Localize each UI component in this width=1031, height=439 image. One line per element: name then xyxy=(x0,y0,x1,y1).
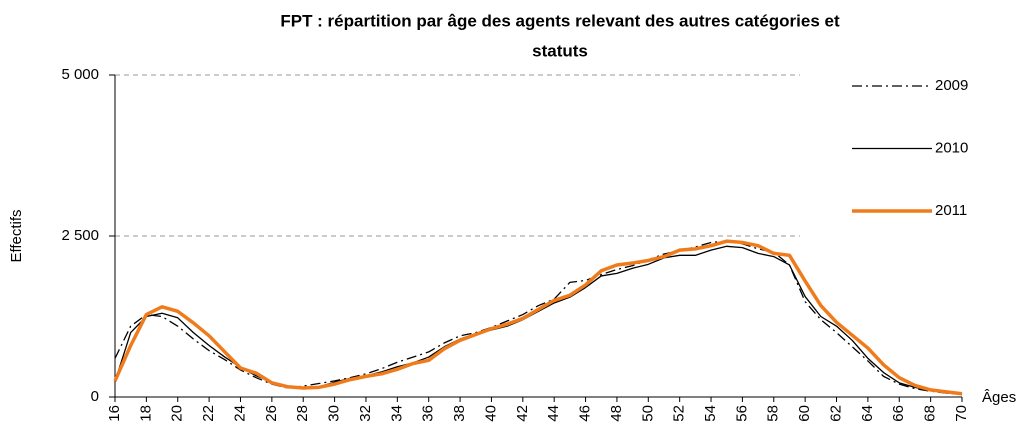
x-tick-label: 20 xyxy=(169,405,186,422)
x-tick-label: 44 xyxy=(545,405,562,422)
x-tick-label: 24 xyxy=(231,405,248,422)
x-tick-label: 50 xyxy=(639,405,656,422)
x-tick-label: 66 xyxy=(890,405,907,422)
series-line xyxy=(113,239,963,396)
x-tick-label: 40 xyxy=(482,405,499,422)
x-tick-label: 58 xyxy=(765,405,782,422)
x-tick-label: 30 xyxy=(326,405,343,422)
x-tick-label: 28 xyxy=(294,405,311,422)
x-tick-label: 22 xyxy=(200,405,217,422)
x-tick-label: 68 xyxy=(922,405,939,422)
x-tick-label: 48 xyxy=(608,405,625,422)
x-tick-label: 26 xyxy=(263,405,280,422)
x-axis-label: Âges xyxy=(982,389,1016,406)
x-tick-label: 62 xyxy=(827,405,844,422)
x-tick-label: 36 xyxy=(420,405,437,422)
x-tick-label: 54 xyxy=(702,405,719,422)
legend-label: 2009 xyxy=(935,77,968,94)
y-tick-label: 5 000 xyxy=(61,66,99,83)
x-tick-label: 16 xyxy=(106,405,123,422)
x-tick-label: 60 xyxy=(796,405,813,422)
chart-title: statuts xyxy=(532,41,588,60)
x-tick-label: 38 xyxy=(451,405,468,422)
series-line xyxy=(114,240,963,396)
chart-title: FPT : répartition par âge des agents rel… xyxy=(280,11,840,30)
y-tick-label: 0 xyxy=(91,388,99,405)
legend-label: 2010 xyxy=(935,139,968,156)
x-tick-label: 32 xyxy=(357,405,374,422)
y-tick-label: 2 500 xyxy=(61,227,99,244)
x-tick-label: 64 xyxy=(859,405,876,422)
legend-label: 2011 xyxy=(935,202,967,219)
y-axis-label: Effectifs xyxy=(8,209,25,262)
x-tick-label: 34 xyxy=(388,405,405,422)
x-tick-label: 52 xyxy=(671,405,688,422)
x-tick-label: 70 xyxy=(953,405,970,422)
x-tick-label: 46 xyxy=(577,405,594,422)
x-tick-label: 18 xyxy=(137,405,154,422)
x-tick-label: 56 xyxy=(733,405,750,422)
x-tick-label: 42 xyxy=(514,405,531,422)
